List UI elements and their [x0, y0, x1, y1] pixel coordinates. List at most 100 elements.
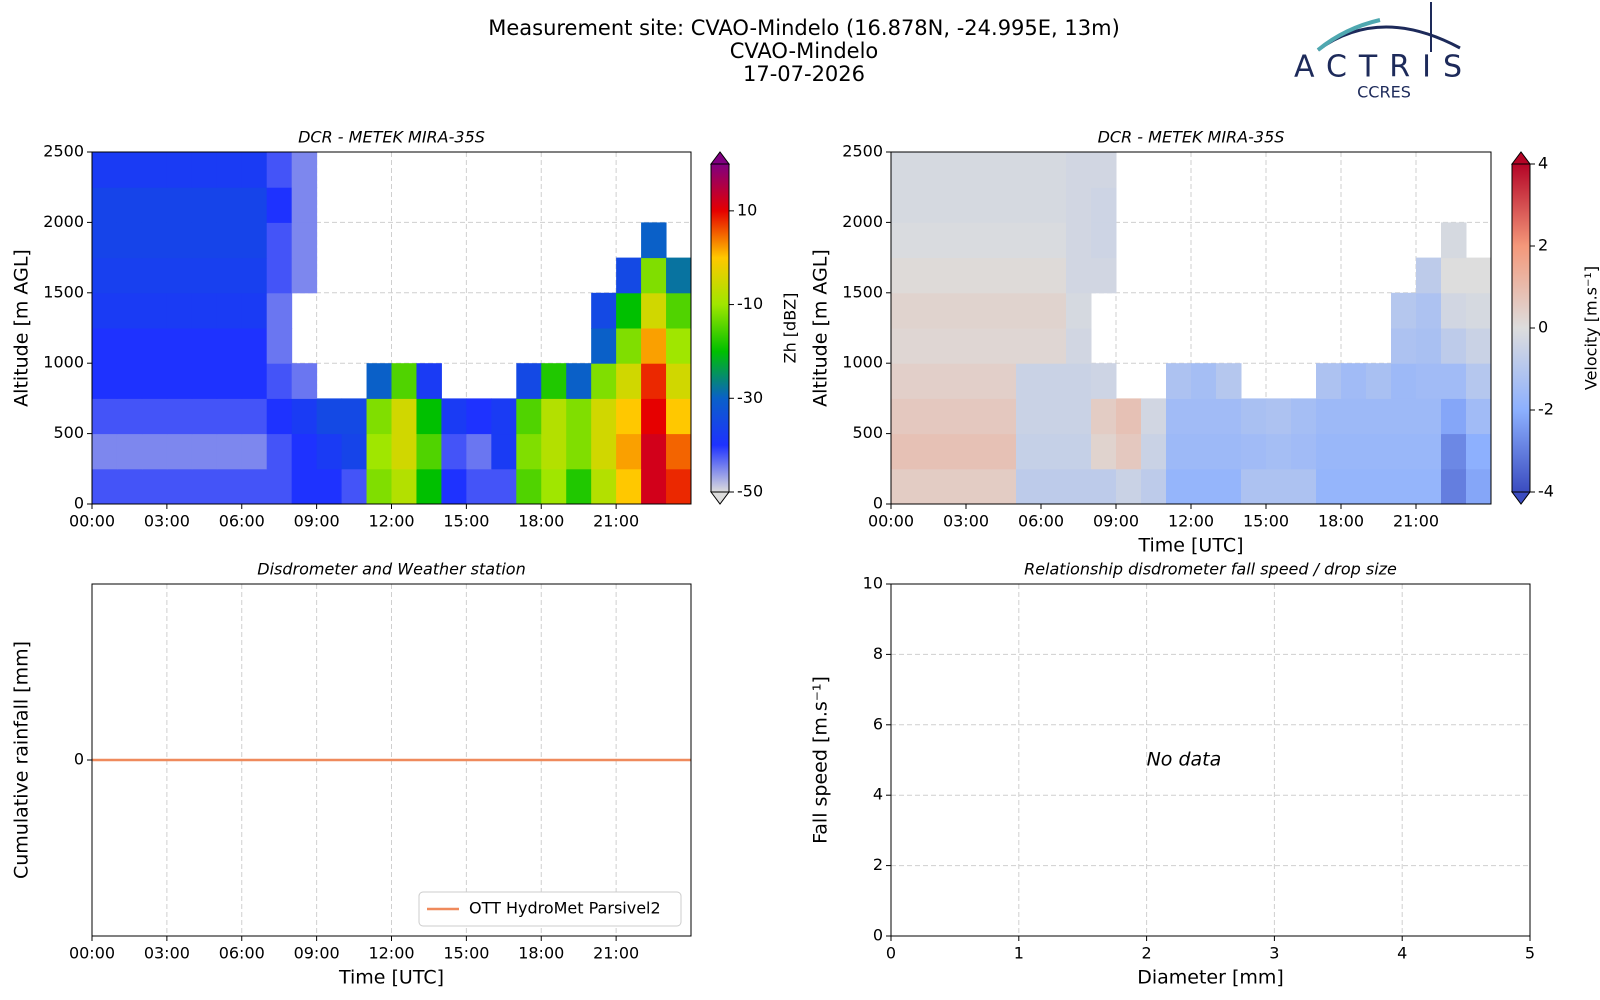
- x-tick-label: 21:00: [1393, 512, 1439, 531]
- cell: [1191, 468, 1217, 505]
- y-tick-label: 2000: [842, 212, 883, 231]
- cell: [441, 433, 467, 470]
- cell: [391, 363, 417, 399]
- y-tick-label: 2: [873, 855, 883, 874]
- cell: [666, 433, 692, 470]
- cell: [491, 468, 517, 505]
- cell: [1041, 363, 1067, 399]
- cell: [266, 257, 293, 294]
- colorbar-label: Velocity [m.s⁻¹]: [1582, 266, 1600, 390]
- y-tick-label: 0: [74, 750, 84, 769]
- cell: [966, 468, 992, 505]
- cell: [991, 152, 1017, 188]
- cell: [1166, 433, 1192, 470]
- cell: [141, 433, 168, 470]
- cell: [916, 363, 942, 399]
- cell: [516, 433, 542, 470]
- colorbar-extend: [710, 151, 730, 165]
- cell: [1441, 292, 1467, 329]
- cell: [166, 468, 193, 505]
- x-tick-label: 2: [1142, 944, 1152, 963]
- cell: [466, 398, 492, 435]
- cell: [641, 468, 667, 505]
- cell: [616, 433, 642, 470]
- cell: [991, 363, 1017, 399]
- cell: [316, 398, 343, 435]
- cell: [1066, 398, 1092, 435]
- cell: [1141, 468, 1167, 505]
- cell: [1441, 257, 1467, 294]
- cell: [941, 363, 967, 399]
- cell: [166, 187, 193, 223]
- y-tick-label: 8: [873, 644, 883, 663]
- cell: [966, 328, 992, 364]
- cell: [141, 398, 168, 435]
- cell: [291, 222, 318, 259]
- cell: [891, 257, 917, 294]
- cell: [416, 398, 442, 435]
- cell: [1041, 468, 1067, 505]
- cell: [516, 398, 542, 435]
- cell: [191, 433, 218, 470]
- cell: [1366, 363, 1392, 399]
- cell: [941, 222, 967, 259]
- cell: [141, 292, 168, 329]
- cell: [1341, 468, 1367, 505]
- cell: [341, 468, 368, 505]
- y-tick-label: 0: [873, 926, 883, 945]
- cell: [566, 398, 592, 435]
- cell: [1191, 363, 1217, 399]
- cell: [216, 222, 243, 259]
- cell: [591, 468, 617, 505]
- colorbar-tick-label: -4: [1538, 482, 1554, 501]
- cell: [92, 433, 118, 470]
- cell: [1341, 398, 1367, 435]
- cell: [891, 222, 917, 259]
- cell: [641, 433, 667, 470]
- cell: [1016, 363, 1042, 399]
- cell: [216, 398, 243, 435]
- cell: [616, 257, 642, 294]
- cell: [941, 398, 967, 435]
- cell: [1091, 363, 1117, 399]
- y-tick-label: 1500: [842, 282, 883, 301]
- cell: [1216, 433, 1242, 470]
- cell: [991, 398, 1017, 435]
- x-tick-label: 18:00: [518, 944, 564, 963]
- cell: [141, 468, 168, 505]
- cell: [1316, 363, 1342, 399]
- cell: [466, 433, 492, 470]
- cell: [191, 328, 218, 364]
- cell: [566, 468, 592, 505]
- cell: [1091, 433, 1117, 470]
- colorbar-tick-label: -2: [1538, 400, 1554, 419]
- colorbar-tick-label: 4: [1538, 154, 1548, 173]
- colorbar-tick-label: -30: [737, 388, 763, 407]
- cell: [916, 222, 942, 259]
- cell: [92, 292, 118, 329]
- cell: [1266, 433, 1292, 470]
- cell: [216, 433, 243, 470]
- cell: [366, 363, 392, 399]
- cell: [891, 187, 917, 223]
- cell: [1416, 292, 1442, 329]
- cell: [266, 187, 293, 223]
- cell: [291, 257, 318, 294]
- cell: [241, 292, 268, 329]
- cell: [566, 433, 592, 470]
- cell: [941, 433, 967, 470]
- cell: [891, 398, 917, 435]
- cell: [216, 187, 243, 223]
- cell: [1066, 292, 1092, 329]
- x-tick-label: 00:00: [69, 512, 115, 531]
- cell: [316, 468, 343, 505]
- cell: [216, 363, 243, 399]
- y-tick-label: 4: [873, 785, 883, 804]
- cell: [616, 328, 642, 364]
- cell: [1391, 328, 1417, 364]
- cell: [366, 468, 392, 505]
- cell: [1066, 328, 1092, 364]
- cell: [416, 468, 442, 505]
- cell: [116, 152, 143, 188]
